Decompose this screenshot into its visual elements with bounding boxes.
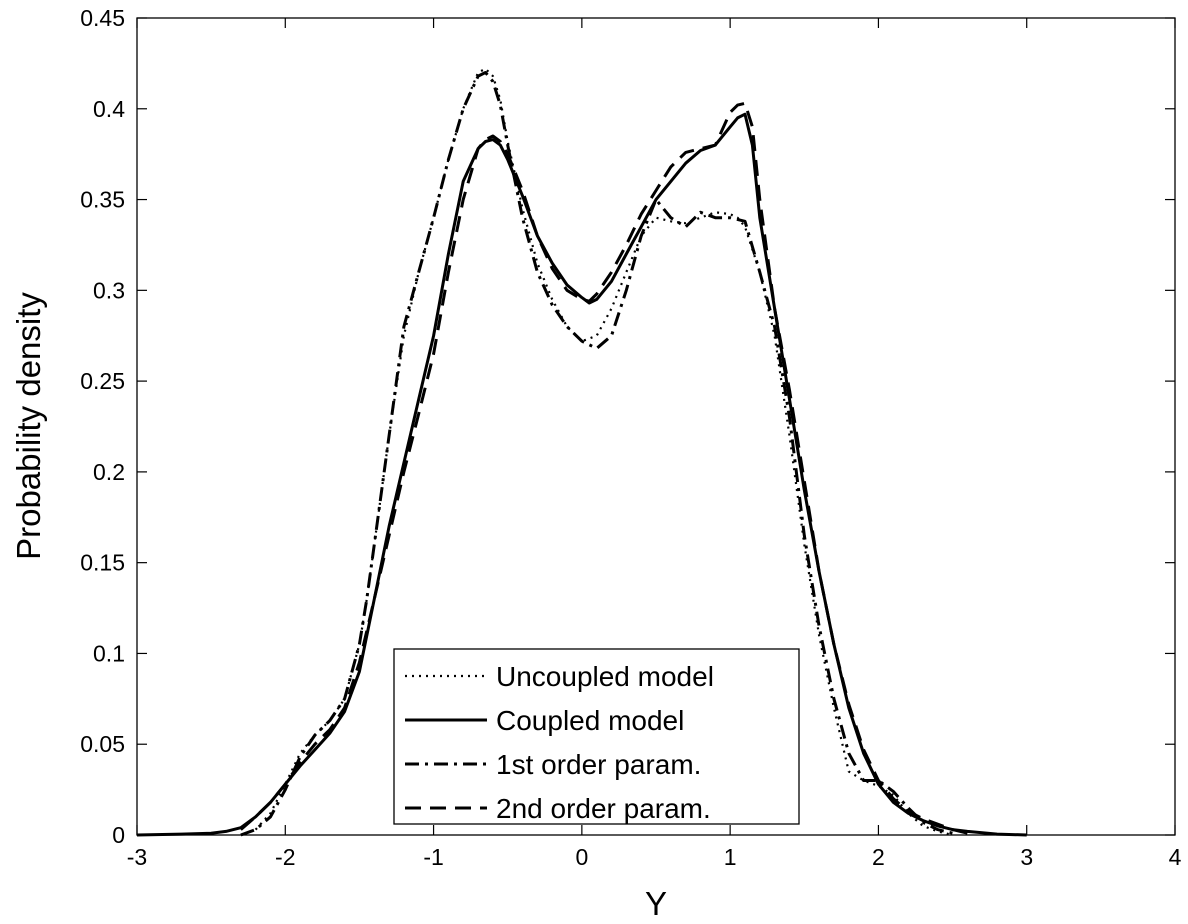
series-group: [136, 67, 1027, 837]
x-tick-label: 4: [1169, 844, 1182, 870]
x-tick-label: 1: [724, 844, 737, 870]
y-tick-label: 0.4: [93, 96, 125, 122]
legend-label: Coupled model: [496, 705, 684, 736]
y-tick-label: 0.1: [93, 640, 125, 666]
legend: Uncoupled model Coupled model 1st order pa…: [393, 648, 800, 825]
series-line-3: [240, 71, 953, 837]
y-tick-label: 0.15: [80, 550, 125, 576]
y-axis-title: Probability density: [10, 292, 47, 560]
y-tick-label: 0: [112, 822, 125, 848]
x-tick-label: -2: [275, 844, 295, 870]
x-axis-title: Y: [645, 885, 667, 922]
series-line-4: [239, 101, 968, 835]
x-tick-label: -3: [127, 844, 147, 870]
x-tick-label: 3: [1020, 844, 1033, 870]
legend-label: 2nd order param.: [496, 793, 711, 824]
y-tick-label: 0.45: [80, 5, 125, 31]
y-tick-label: 0.05: [80, 731, 125, 757]
axis-ticks: -3 -2 -1 0 1 2 3 4 0 0.05 0.1 0.15 0.2 0.25 0.3 0.35 0.4…: [80, 5, 1181, 870]
legend-label: Uncoupled model: [496, 661, 714, 692]
x-tick-label: 0: [575, 844, 588, 870]
legend-label: 1st order param.: [496, 749, 701, 780]
y-tick-label: 0.3: [93, 277, 125, 303]
y-tick-label: 0.35: [80, 187, 125, 213]
y-tick-label: 0.2: [93, 459, 125, 485]
legend-box: [393, 648, 800, 825]
x-tick-label: 2: [872, 844, 885, 870]
y-tick-label: 0.25: [80, 368, 125, 394]
x-tick-label: -1: [423, 844, 443, 870]
